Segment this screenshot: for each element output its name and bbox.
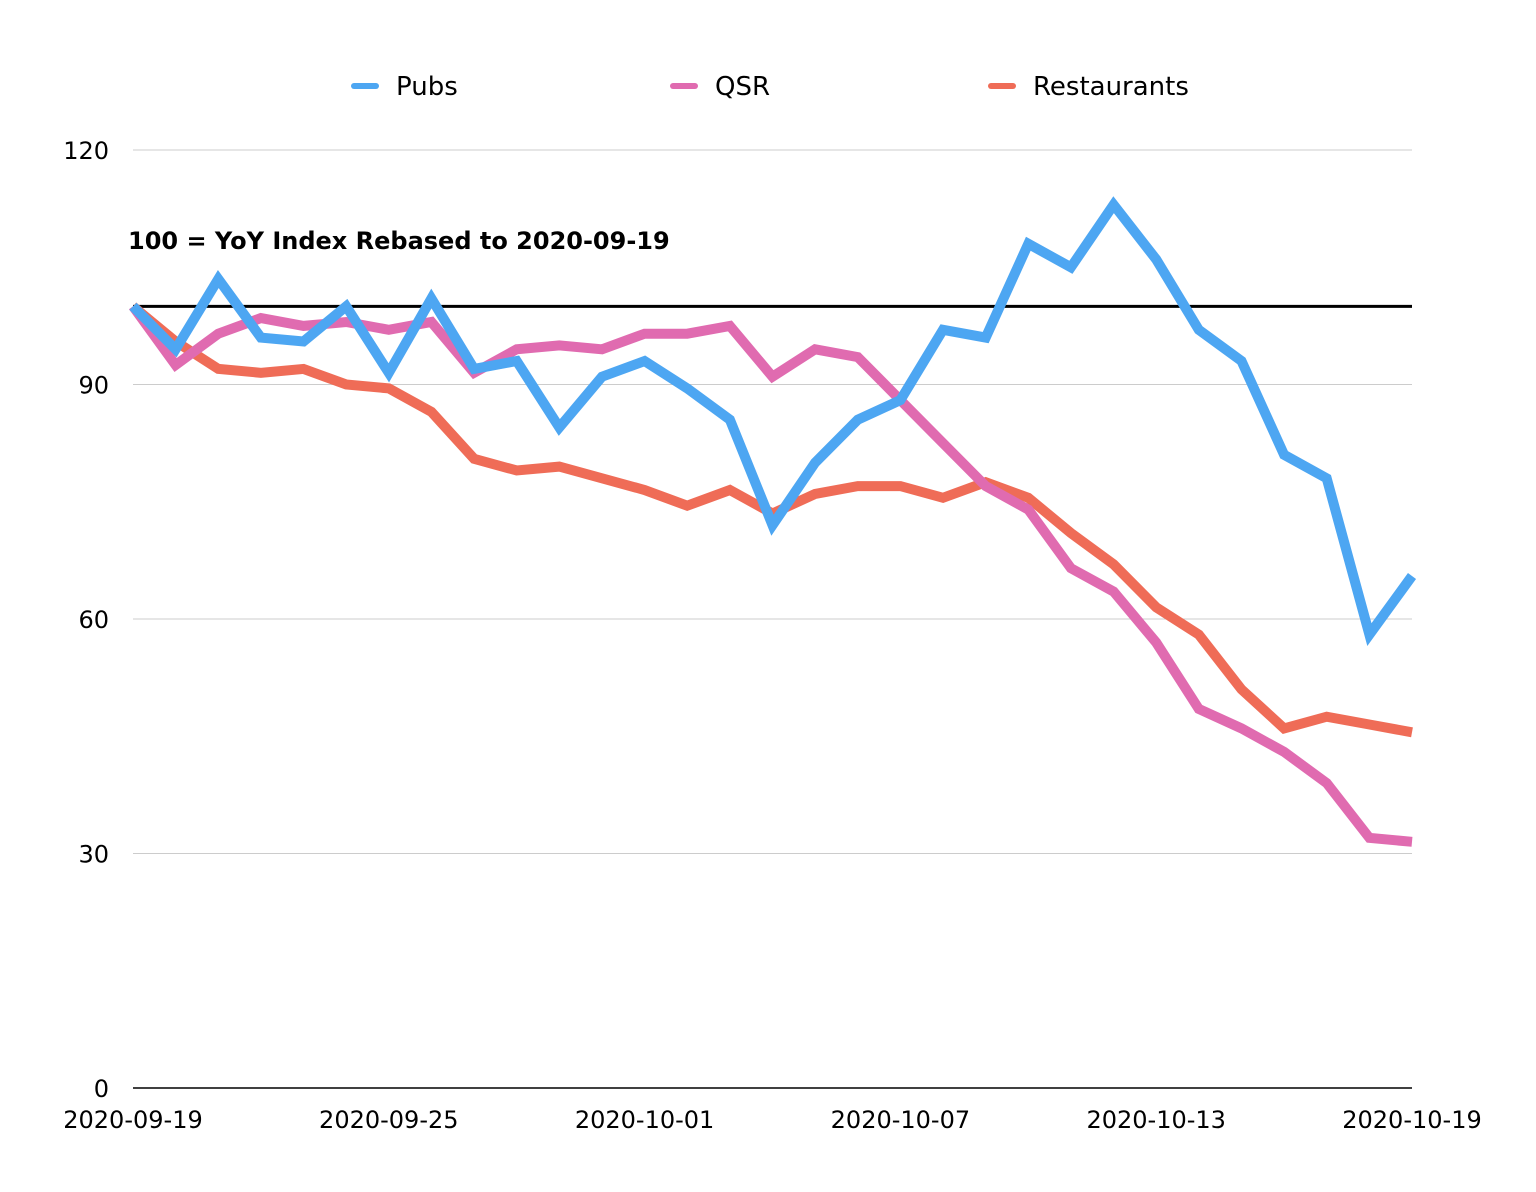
x-tick-label: 2020-10-07 [831, 1106, 970, 1134]
annotation-label: 100 = YoY Index Rebased to 2020-09-19 [128, 227, 670, 255]
y-axis: 0 30 60 90 120 [63, 137, 109, 1103]
y-tick-label: 60 [78, 606, 109, 634]
series-lines [128, 196, 1417, 847]
x-tick-label: 2020-09-19 [63, 1106, 202, 1134]
x-tick-label: 2020-10-19 [1342, 1106, 1481, 1134]
legend-label-restaurants: Restaurants [1033, 72, 1189, 102]
y-tick-label: 90 [78, 372, 109, 400]
series-line-pubs [129, 196, 1417, 646]
series-line-qsr [128, 303, 1413, 847]
y-tick-label: 0 [94, 1075, 109, 1103]
legend-label-qsr: QSR [715, 72, 770, 102]
legend-label-pubs: Pubs [396, 72, 458, 102]
x-tick-label: 2020-09-25 [319, 1106, 458, 1134]
x-tick-label: 2020-10-01 [575, 1106, 714, 1134]
y-tick-label: 120 [63, 137, 109, 165]
gridlines [133, 149, 1412, 1089]
y-tick-label: 30 [78, 841, 109, 869]
legend: Pubs QSR Restaurants [351, 72, 1189, 102]
x-tick-label: 2020-10-13 [1086, 1106, 1225, 1134]
x-axis: 2020-09-19 2020-09-25 2020-10-01 2020-10-07… [63, 1106, 1481, 1134]
